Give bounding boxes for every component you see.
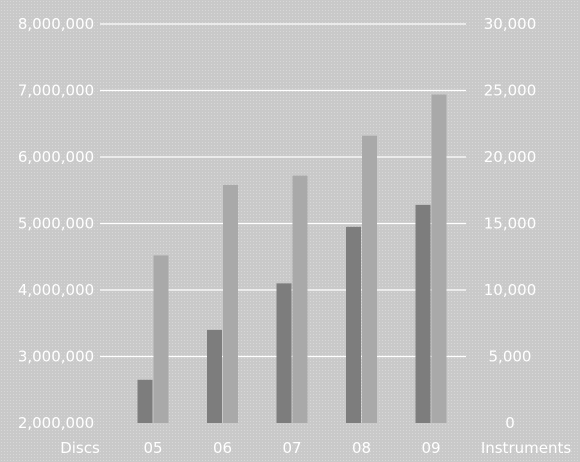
left-tick-label: 4,000,000 <box>18 281 94 299</box>
bar-05-discs <box>137 379 153 423</box>
category-labels: 05 06 07 08 09 <box>143 439 440 457</box>
left-tick-label: 2,000,000 <box>18 414 94 432</box>
category-label: 09 <box>421 439 440 457</box>
bar-07-instruments <box>292 175 308 423</box>
right-tick-label: 15,000 <box>484 215 537 233</box>
category-label: 08 <box>352 439 371 457</box>
category-label: 07 <box>282 439 301 457</box>
right-tick-label: 10,000 <box>484 281 537 299</box>
right-tick-label: 5,000 <box>489 348 532 366</box>
left-axis-label: Discs <box>60 439 100 457</box>
right-axis-label: Instruments <box>481 439 572 457</box>
right-tick-label: 25,000 <box>484 82 537 100</box>
bar-07-discs <box>276 283 292 423</box>
bar-06-instruments <box>223 184 238 423</box>
bar-08-instruments <box>362 135 377 423</box>
bar-09-instruments <box>431 94 447 424</box>
left-tick-label: 6,000,000 <box>18 148 94 166</box>
left-tick-label: 7,000,000 <box>18 82 94 100</box>
bars <box>137 94 447 424</box>
bar-05-instruments <box>153 255 169 423</box>
category-label: 06 <box>213 439 232 457</box>
bar-06-discs <box>207 329 222 423</box>
left-tick-label: 3,000,000 <box>18 348 94 366</box>
left-tick-label: 8,000,000 <box>18 15 94 33</box>
right-tick-label: 30,000 <box>484 15 537 33</box>
category-label: 05 <box>143 439 162 457</box>
left-axis-ticks: 2,000,000 3,000,000 4,000,000 5,000,000 6,00… <box>18 15 94 432</box>
right-tick-label: 20,000 <box>484 148 537 166</box>
bar-08-discs <box>346 226 361 423</box>
right-tick-label: 0 <box>505 414 515 432</box>
bar-09-discs <box>415 204 431 423</box>
left-tick-label: 5,000,000 <box>18 215 94 233</box>
right-axis-ticks: 0 5,000 10,000 15,000 20,000 25,000 30,000 <box>484 15 537 432</box>
